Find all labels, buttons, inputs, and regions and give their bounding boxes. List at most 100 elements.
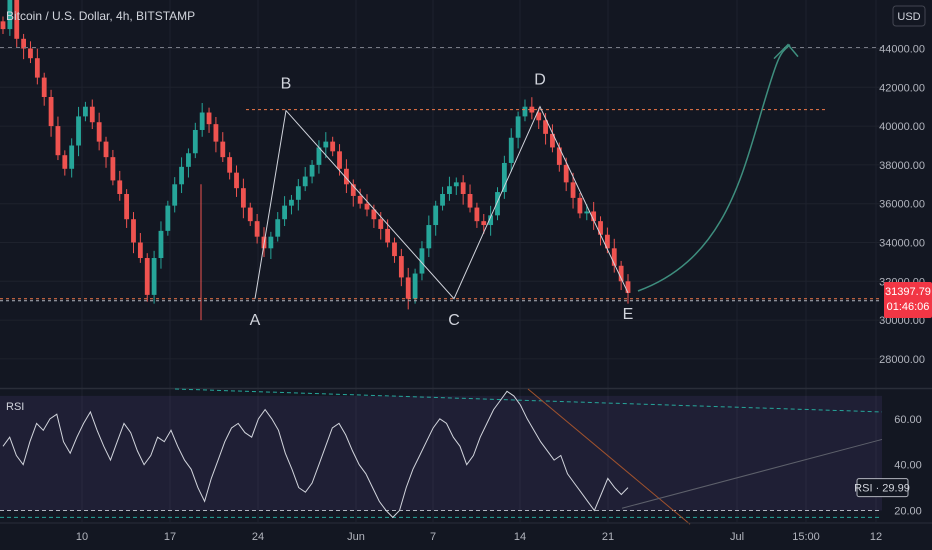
candle-body (440, 194, 445, 206)
rsi-resistance-trend (174, 388, 883, 413)
candle-body (21, 38, 27, 49)
rsi-value-tag (856, 478, 909, 498)
y-tick-label: 36000.00 (879, 199, 925, 211)
y-tick-label: 42000.00 (879, 82, 925, 94)
candle-body (625, 281, 631, 293)
candle-body (268, 236, 274, 249)
x-tick-label: 15:00 (792, 531, 820, 543)
candle-body (584, 211, 590, 214)
candle-body (124, 194, 130, 220)
candle-body (14, 0, 20, 39)
candle-body (289, 199, 294, 206)
x-tick-label: 17 (164, 531, 176, 543)
candle-body (55, 126, 61, 156)
candle-body (447, 186, 452, 194)
currency-badge[interactable]: USD (892, 5, 926, 27)
candle-body (550, 133, 555, 148)
candle-body (96, 122, 102, 142)
rsi-projection-line (621, 438, 883, 509)
candle-body (598, 221, 603, 235)
rsi-y-tick-label: 40.00 (894, 460, 922, 472)
pattern-label: E (623, 306, 634, 323)
candle-body (62, 155, 68, 169)
candle-body (556, 147, 562, 165)
rsi-value: RSI · 29.99 (854, 483, 910, 495)
candle-body (357, 195, 363, 204)
x-tick-label: Jul (730, 531, 744, 543)
candle-body (151, 258, 157, 295)
candle-body (213, 124, 219, 142)
candle-body (165, 205, 171, 231)
candle-body (419, 248, 425, 274)
candle-body (234, 172, 239, 189)
projection-curve (637, 44, 791, 292)
candle-body (405, 277, 411, 299)
candle-body (7, 0, 13, 30)
rsi-pane (0, 388, 883, 525)
candle-body (378, 219, 384, 229)
last-price-value: 31397.79 (885, 286, 931, 298)
candle-body (144, 258, 150, 295)
candle-body (240, 188, 246, 208)
candle-body (426, 225, 432, 249)
rsi-label: RSI (6, 401, 24, 413)
y-tick-label: 38000.00 (879, 160, 925, 172)
candle-body (131, 219, 136, 243)
candle-body (433, 205, 439, 226)
candle-body (323, 141, 329, 148)
bar-countdown: 01:46:06 (887, 301, 930, 313)
candle-body (563, 164, 569, 183)
x-tick-label: 21 (602, 531, 614, 543)
rsi-y-tick-label: 60.00 (894, 414, 922, 426)
candle-body (137, 242, 143, 259)
candle-body (247, 207, 253, 222)
pattern-label: B (281, 76, 292, 93)
candle-body (453, 182, 459, 187)
y-tick-label: 40000.00 (879, 121, 925, 133)
candle-body (536, 112, 542, 121)
pattern-line (254, 105, 629, 300)
candle-body (529, 106, 535, 113)
x-tick-label: 7 (430, 531, 436, 543)
candle-body (103, 141, 109, 158)
candle-body (501, 162, 507, 193)
candles (0, 0, 631, 321)
candle-body (618, 265, 624, 282)
x-tick-label: Jun (347, 531, 365, 543)
candle-body (76, 116, 81, 146)
svg-text:USD: USD (897, 11, 920, 23)
candle-body (302, 176, 308, 187)
candle-body (522, 106, 528, 117)
candle-body (350, 184, 356, 196)
y-tick-label: 30000.00 (879, 315, 925, 327)
candle-body (34, 58, 40, 78)
axes: 44000.00 42000.00 40000.00 38000.00 36000.00… (0, 44, 932, 543)
x-tick-label: 24 (252, 531, 264, 543)
y-tick-label: 28000.00 (879, 354, 925, 366)
y-tick-label: 34000.00 (879, 238, 925, 250)
candle-body (206, 112, 212, 125)
y-tick-label: 44000.00 (879, 44, 925, 56)
rsi-y-tick-label: 20.00 (894, 506, 922, 518)
candle-body (398, 256, 404, 278)
candle-body (412, 273, 418, 299)
candle-body (275, 219, 281, 237)
candle-body (69, 145, 75, 169)
candle-body (192, 129, 198, 154)
candle-body (316, 147, 322, 165)
candle-body (28, 48, 33, 59)
candle-body (337, 151, 342, 169)
candle-body (467, 194, 473, 208)
pattern-label: A (250, 312, 261, 329)
candle-body (309, 164, 315, 177)
candle-body (295, 186, 301, 200)
candle-body (570, 182, 576, 198)
candle-body (543, 120, 548, 134)
candle-body (172, 184, 178, 206)
pattern-label: C (448, 312, 460, 329)
candle-body (591, 211, 597, 222)
candle-body (371, 209, 377, 220)
candle-body (344, 168, 349, 185)
last-price-tag (884, 281, 932, 318)
